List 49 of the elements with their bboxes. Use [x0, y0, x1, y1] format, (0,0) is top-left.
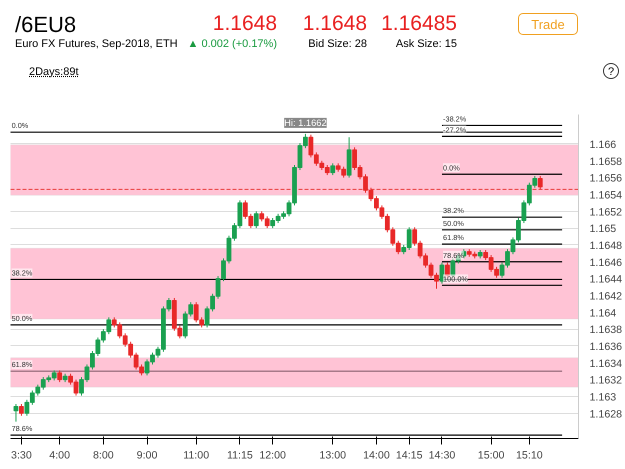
- x-tick-label: 14:00: [363, 450, 390, 462]
- x-tick-label: 9:00: [136, 450, 158, 462]
- x-tick-label: 14:15: [396, 450, 423, 462]
- y-tick-label: 1.1658: [590, 156, 622, 168]
- y-tick-label: 1.1628: [590, 408, 622, 420]
- y-tick-label: 1.1638: [590, 324, 622, 336]
- y-tick-label: 1.1632: [590, 374, 622, 387]
- y-tick-label: 1.1636: [590, 340, 622, 353]
- x-tick-label: 15:10: [516, 450, 543, 462]
- x-tick-label: 3:30: [11, 450, 32, 462]
- y-tick-label: 1.1644: [590, 274, 622, 286]
- text: 2Days:89t: [29, 65, 79, 80]
- x-tick-label: 8:00: [92, 450, 114, 462]
- chart-title: /6EU8: [15, 12, 76, 37]
- annotation: Hi: 1.1662: [284, 118, 327, 128]
- candlestick: [538, 175, 543, 190]
- y-tick-label: 1.1634: [590, 358, 622, 370]
- y-tick-label: 1.1652: [590, 206, 622, 218]
- text: Trade: [518, 13, 578, 35]
- y-tick-label: 1.1648: [590, 240, 622, 252]
- x-tick-label: 11:15: [226, 450, 253, 462]
- candlestick: [254, 210, 259, 229]
- text: Ask Size: 15: [396, 38, 457, 50]
- text: 1.1648: [212, 11, 277, 37]
- candlestick: [14, 403, 18, 422]
- x-tick-label: 13:00: [319, 450, 346, 462]
- candlestick: [19, 403, 24, 416]
- y-tick-label: 1.165: [590, 223, 616, 236]
- candlestick: [440, 262, 444, 284]
- candlestick: [57, 370, 62, 383]
- x-tick-label: 4:00: [49, 450, 70, 462]
- x-tick-label: 15:00: [478, 450, 505, 462]
- y-tick-label: 1.1646: [590, 256, 622, 269]
- x-tick-label: 11:00: [183, 450, 210, 462]
- chart-subtitle: Euro FX Futures, Sep-2018, ETH: [15, 37, 178, 52]
- text: ▲ 0.002 (+0.17%): [188, 38, 277, 50]
- y-tick-label: 1.1654: [590, 189, 622, 202]
- text: 1.16485: [381, 12, 457, 35]
- text: 1.1648: [302, 12, 367, 35]
- y-tick-label: 1.163: [590, 391, 616, 404]
- y-tick-label: 1.1656: [590, 172, 622, 185]
- text: ?: [603, 63, 619, 79]
- x-tick-label: 14:30: [428, 450, 456, 462]
- text: Bid Size: 28: [308, 38, 367, 50]
- y-tick-label: 1.1642: [590, 290, 622, 302]
- y-tick-label: 1.164: [590, 307, 616, 320]
- y-tick-label: 1.166: [590, 138, 616, 151]
- candlestick: [330, 162, 336, 176]
- x-tick-label: 12:00: [259, 450, 286, 462]
